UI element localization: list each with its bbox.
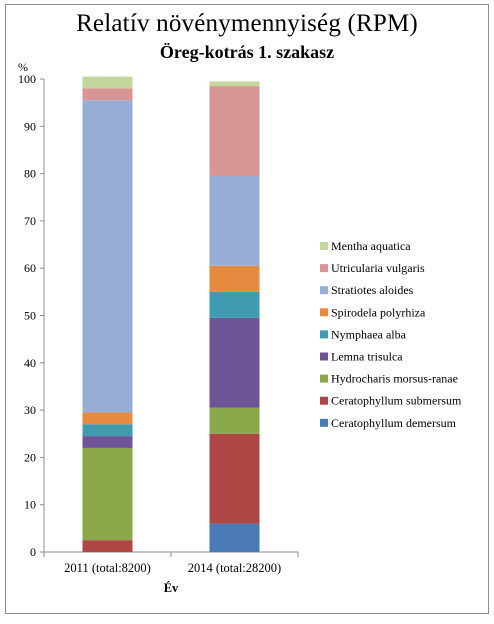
legend-swatch [320, 374, 328, 383]
legend-label: Hydrocharis morsus-ranae [331, 372, 458, 386]
legend-swatch [320, 330, 328, 339]
bar-segment [209, 81, 260, 87]
bar-segment [82, 412, 133, 425]
legend-label: Utricularia vulgaris [331, 261, 425, 275]
bar-segment [209, 265, 260, 292]
x-category-label: 2014 (total:28200) [188, 561, 281, 575]
y-tick-label: 10 [24, 498, 36, 512]
legend-label: Ceratophyllum demersum [331, 416, 457, 430]
bar-segment [82, 436, 133, 448]
legend-swatch [320, 264, 328, 273]
y-tick-label: 100 [18, 72, 36, 86]
y-tick-label: 80 [24, 167, 36, 181]
legend-swatch [320, 418, 328, 427]
legend-label: Stratiotes aloides [331, 283, 414, 297]
legend-swatch [320, 396, 328, 405]
bar-segment [209, 433, 260, 524]
legend-swatch [320, 286, 328, 295]
x-category-label: 2011 (total:8200) [64, 561, 151, 575]
legend-label: Mentha aquatica [331, 239, 411, 253]
y-tick-label: 0 [30, 545, 36, 559]
x-axis-label: Év [164, 581, 179, 595]
legend-label: Lemna trisulca [331, 350, 403, 364]
y-tick-label: 20 [24, 450, 36, 464]
bar-segment [209, 175, 260, 266]
legend: Mentha aquatica Utricularia vulgaris Strat… [320, 239, 462, 430]
bar-segment [82, 100, 133, 413]
legend-label: Ceratophyllum submersum [331, 394, 462, 408]
legend-swatch [320, 352, 328, 361]
y-tick-label: 50 [24, 309, 36, 323]
legend-label: Nymphaea alba [331, 327, 407, 341]
y-tick-label: 60 [24, 261, 36, 275]
y-tick-label: 40 [24, 356, 36, 370]
bar-segment [82, 447, 133, 541]
legend-swatch [320, 242, 328, 250]
bars [82, 76, 260, 552]
bar-segment [82, 540, 133, 552]
bar-segment [209, 317, 260, 408]
y-tick-label: 90 [24, 119, 36, 133]
legend-label: Spirodela polyrhiza [331, 305, 426, 319]
bar-segment [209, 86, 260, 176]
y-axis-label: % [18, 60, 28, 74]
y-tick-label: 70 [24, 214, 36, 228]
y-tick-label: 30 [24, 403, 36, 417]
bar-segment [209, 407, 260, 434]
chart-title: Relatív növénymennyiség (RPM) [76, 10, 418, 37]
legend-swatch [320, 308, 328, 317]
bar-segment [82, 88, 133, 101]
bar-segment [82, 424, 133, 437]
bar-segment [82, 76, 133, 89]
chart-subtitle: Öreg-kotrás 1. szakasz [159, 42, 335, 62]
bar-segment [209, 291, 260, 318]
bar-segment [209, 523, 260, 552]
